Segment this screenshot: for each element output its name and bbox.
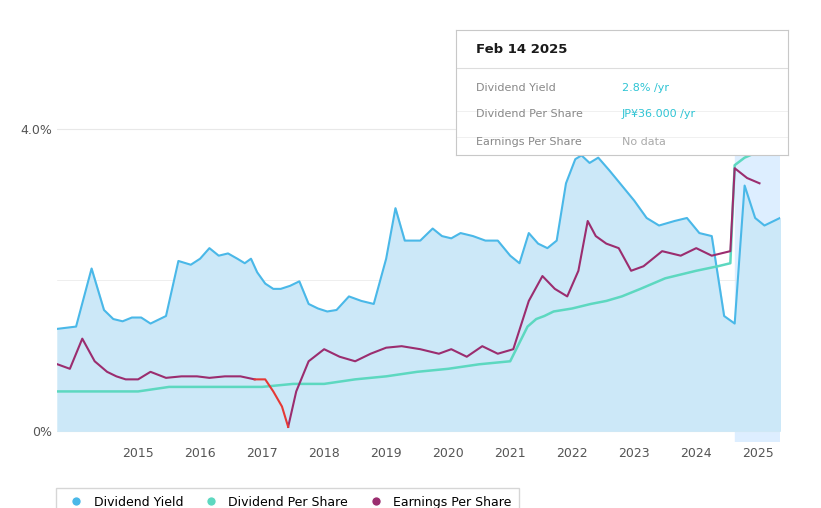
Text: Past: Past <box>738 112 763 124</box>
Text: JP¥36.000 /yr: JP¥36.000 /yr <box>622 109 696 119</box>
Text: Earnings Per Share: Earnings Per Share <box>475 138 581 147</box>
Text: Dividend Yield: Dividend Yield <box>475 83 555 93</box>
Text: No data: No data <box>622 138 666 147</box>
Text: Feb 14 2025: Feb 14 2025 <box>475 43 567 56</box>
Text: 2.8% /yr: 2.8% /yr <box>622 83 669 93</box>
Legend: Dividend Yield, Dividend Per Share, Earnings Per Share: Dividend Yield, Dividend Per Share, Earn… <box>57 488 519 508</box>
Text: Dividend Per Share: Dividend Per Share <box>475 109 582 119</box>
Bar <box>735 76 780 442</box>
